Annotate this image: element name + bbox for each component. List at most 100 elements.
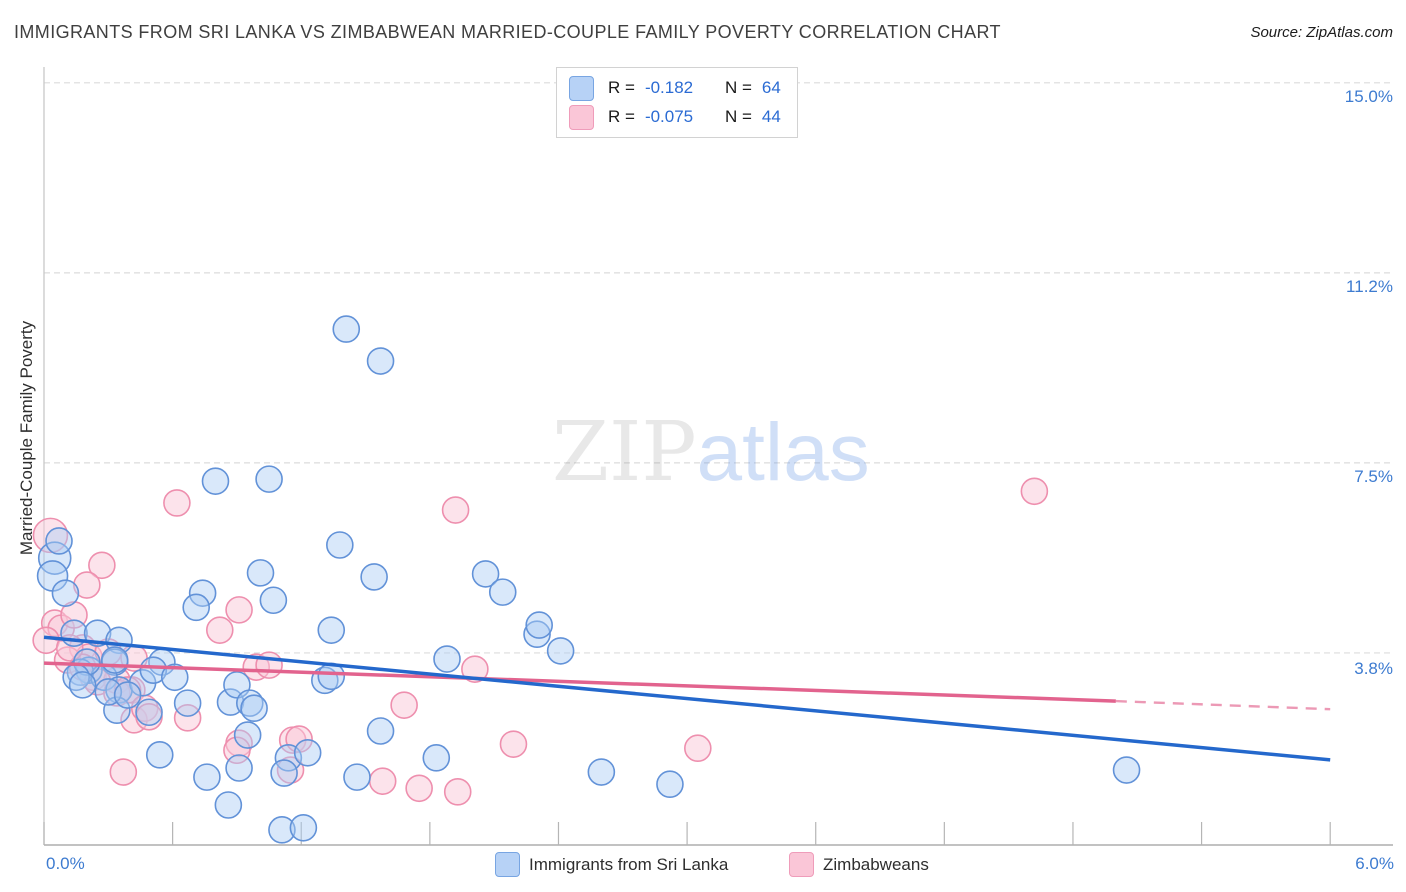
bottom-legend-sri-lanka[interactable]: Immigrants from Sri Lanka [495,852,728,877]
data-point[interactable] [205,616,234,644]
data-point[interactable] [139,656,168,684]
data-point[interactable] [366,717,395,745]
data-point[interactable] [525,611,553,639]
sri-lanka-points-group [36,315,1141,844]
data-point[interactable] [88,551,116,580]
bottom-legend-label: Zimbabweans [823,854,929,874]
data-point[interactable] [113,681,142,709]
y-tick-label-3-8: 3.8% [1354,659,1393,678]
data-point[interactable] [233,721,262,749]
data-point[interactable] [240,694,268,722]
r-label: R = [608,107,635,126]
data-point[interactable] [443,778,472,806]
zimbabweans-trend-line [43,661,1116,703]
x-max-label: 6.0% [1355,854,1394,873]
data-point[interactable] [32,626,60,655]
data-point[interactable] [223,736,251,765]
n-label: N = [724,107,752,126]
data-point[interactable] [109,758,138,786]
data-point[interactable] [201,467,230,495]
data-point[interactable] [214,791,243,819]
data-point[interactable] [73,648,101,676]
n-value: 44 [761,107,781,126]
data-point[interactable] [471,560,500,588]
page-title: IMMIGRANTS FROM SRI LANKA VS ZIMBABWEAN … [14,22,1001,42]
data-point[interactable] [32,517,69,554]
data-point[interactable] [255,465,283,493]
data-point[interactable] [246,559,275,587]
sri-lanka-swatch-icon [495,852,520,877]
zimbabweans-swatch-icon [789,852,814,877]
data-point[interactable] [293,738,322,767]
data-point[interactable] [83,619,112,647]
data-point[interactable] [422,744,451,772]
n-value: 64 [761,78,781,97]
y-tick-label-7-5: 7.5% [1354,467,1393,486]
source-credit: Source: ZipAtlas.com [1250,24,1393,41]
legend-row-sri-lanka: R = -0.182 N = 64 [569,75,781,101]
data-point[interactable] [173,689,202,717]
bottom-legend-zimbabweans[interactable]: Zimbabweans [789,852,929,877]
data-point[interactable] [259,586,288,615]
data-point[interactable] [255,651,283,679]
data-point[interactable] [135,698,163,727]
bottom-legend-label: Immigrants from Sri Lanka [529,854,729,874]
data-point[interactable] [51,579,80,607]
data-point[interactable] [1020,477,1049,506]
correlation-legend-box: R = -0.182 N = 64 R = -0.075 N = 44 [556,67,798,138]
data-point[interactable] [188,579,217,607]
sri-lanka-trend-line [43,635,1331,762]
data-point[interactable] [225,754,253,782]
data-point[interactable] [587,758,616,786]
data-point[interactable] [270,759,298,787]
legend-row-zimbabweans: R = -0.075 N = 44 [569,104,781,130]
data-point[interactable] [268,816,296,844]
data-point[interactable] [235,689,264,717]
data-point[interactable] [45,527,73,555]
data-point[interactable] [656,770,684,799]
data-point[interactable] [163,489,191,517]
r-value: -0.182 [644,78,694,97]
n-label: N = [724,78,752,97]
data-point[interactable] [488,578,517,606]
data-point[interactable] [100,646,129,674]
data-point[interactable] [433,645,461,673]
data-point[interactable] [1112,756,1141,784]
data-point[interactable] [546,637,575,665]
data-point[interactable] [360,563,388,591]
data-point[interactable] [523,620,551,648]
data-point[interactable] [368,767,397,795]
data-point[interactable] [173,704,202,732]
data-point[interactable] [326,531,354,559]
data-point[interactable] [332,315,361,343]
data-point[interactable] [225,596,253,624]
data-point[interactable] [317,616,346,644]
data-point[interactable] [405,774,433,803]
r-label: R = [608,78,635,97]
y-tick-label-11-2: 11.2% [1346,277,1393,296]
data-point[interactable] [390,691,418,719]
data-point[interactable] [499,730,528,758]
data-point[interactable] [103,696,131,725]
data-point[interactable] [289,813,318,842]
y-tick-label-15: 15.0% [1344,87,1393,106]
data-point[interactable] [193,763,221,791]
data-point[interactable] [216,688,245,716]
data-point[interactable] [441,496,470,524]
zimbabweans-trend-line-extrapolated [1115,699,1331,711]
data-point[interactable] [37,541,72,575]
data-point[interactable] [182,593,211,622]
data-point[interactable] [343,763,371,791]
data-point[interactable] [68,671,97,699]
data-point[interactable] [684,734,712,763]
data-point[interactable] [145,741,174,769]
data-point[interactable] [461,655,489,683]
zimbabweans-swatch-icon [569,104,594,130]
data-point[interactable] [366,347,395,375]
x-min-label: 0.0% [46,854,85,873]
data-point[interactable] [160,663,189,692]
data-point[interactable] [73,571,101,599]
r-value: -0.075 [644,107,694,126]
